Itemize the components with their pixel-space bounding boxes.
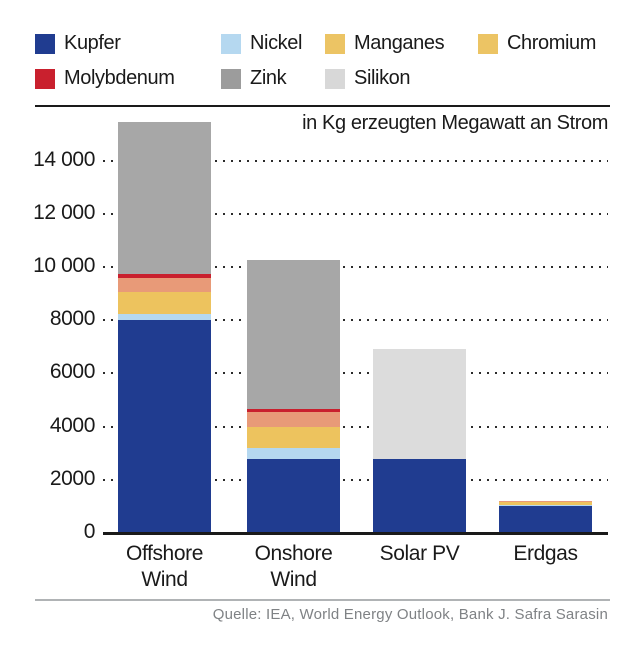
x-tick-label-line: Wind [270,568,317,591]
legend-divider-line [35,105,610,107]
legend-label: Kupfer [64,32,121,54]
x-tick-label: Offshore Wind [90,541,240,593]
y-tick-label: 14 000 [33,147,95,171]
chart-subtitle: in Kg erzeugten Megawatt an Strom [302,112,608,134]
bar-segment-kupfer [247,458,340,533]
bar-segment-chromium [247,411,340,427]
x-tick-label-line: Erdgas [513,542,578,565]
bar-segment-chromium [499,500,592,502]
x-tick-label-line: Onshore [254,542,333,565]
legend-item-zink: Zink [221,67,287,89]
y-tick-label: 10 000 [33,254,95,277]
bar-segment-manganes [247,426,340,448]
bar-segment-nickel [499,504,592,507]
legend-item-manganes: Manganes [325,32,445,54]
gridline-14000 [103,159,608,162]
bar-segment-nickel [247,447,340,459]
legend-swatch-icon [221,68,241,89]
legend-swatch-icon [221,33,241,54]
bar-segment-silikon [373,349,466,459]
source-text: Quelle: IEA, World Energy Outlook, Bank … [212,606,608,623]
legend-item-kupfer: Kupfer [35,33,121,54]
y-tick-label: 0 [83,520,96,543]
x-tick-label: Erdgas [471,541,621,567]
y-tick-label: 8000 [49,307,96,331]
legend-label: Nickel [250,32,303,54]
bar-segment-kupfer [373,458,466,533]
gridline-2000 [103,478,608,481]
gridline-8000 [103,319,608,322]
legend-swatch-icon [325,33,345,54]
legend-swatch-icon [35,68,55,89]
x-tick-label-line: Solar PV [379,542,460,565]
bar-segment-molybdenum [247,408,340,412]
bar-segment-zink [247,259,340,409]
legend-item-nickel: Nickel [221,33,302,54]
bar-segment-nickel [118,313,211,321]
gridline-4000 [103,425,608,428]
x-axis-line [103,532,608,535]
gridline-12000 [103,212,608,215]
legend-swatch-icon [35,33,55,54]
gridline-10000 [103,266,608,268]
x-tick-label-line: Offshore [126,542,203,565]
bar-segment-molybdenum [118,273,211,278]
gridline-6000 [103,372,608,375]
source-divider-line [35,599,610,601]
x-tick-label: Onshore Wind [219,541,369,593]
bar-segment-kupfer [118,320,211,533]
bar-segment-kupfer [499,506,592,533]
y-tick-label: 6000 [49,360,96,384]
legend-label: Zink [250,67,287,89]
bar-segment-manganes [499,501,592,505]
legend-label: Manganes [354,32,445,54]
x-tick-label-line: Wind [141,568,188,591]
bar-segment-manganes [118,292,211,314]
legend-label: Chromium [507,32,597,54]
y-tick-label: 12 000 [33,200,95,224]
legend-label: Silikon [354,67,411,89]
legend-item-silikon: Silikon [325,67,411,89]
bar-segment-chromium [118,277,211,293]
legend-item-chromium: Chromium [478,33,596,54]
legend-swatch-icon [325,68,345,89]
legend-label: Molybdenum [64,67,175,89]
legend-swatch-icon [478,33,498,54]
bar-segment-zink [118,122,211,274]
y-tick-label: 2000 [49,466,96,490]
y-tick-label: 4000 [49,413,96,437]
x-tick-label: Solar PV [345,541,495,567]
legend-item-molybdenum: Molybdenum [35,68,175,89]
